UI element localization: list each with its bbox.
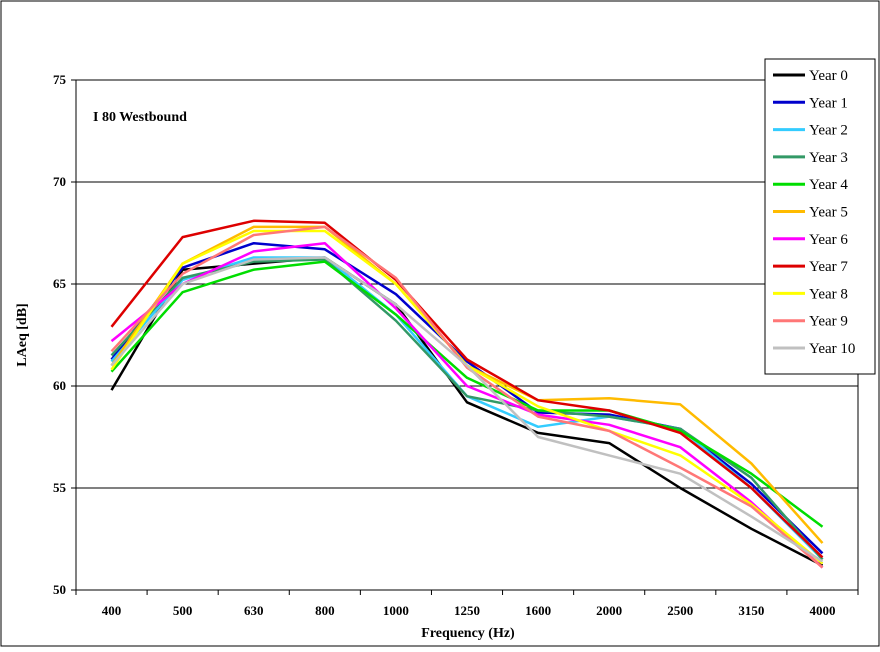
x-tick-label: 630 — [244, 603, 264, 618]
x-tick-label: 1600 — [525, 603, 551, 618]
y-tick-label: 55 — [53, 480, 67, 495]
y-tick-label: 65 — [53, 276, 67, 291]
legend: Year 0 Year 1 Year 2 Year 3 Year 4 Year 5 Year… — [764, 58, 876, 375]
series-line-year-10 — [110, 256, 824, 563]
x-tick-label: 800 — [315, 603, 335, 618]
y-axis-title: LAeq [dB] — [15, 303, 30, 366]
legend-label: Year 2 — [809, 123, 848, 139]
legend-label: Year 4 — [809, 177, 848, 193]
chart-annotation: I 80 Westbound — [93, 110, 187, 125]
x-tick-label: 1000 — [383, 603, 409, 618]
series-line-year-6 — [110, 241, 824, 569]
legend-label: Year 5 — [809, 205, 848, 221]
series-line-year-4 — [110, 260, 824, 528]
series-line-year-7 — [110, 219, 824, 559]
x-tick-label: 4000 — [809, 603, 835, 618]
y-axis-ticks: 50 55 60 65 70 75 — [53, 72, 76, 597]
y-tick-label: 50 — [53, 582, 66, 597]
legend-label: Year 1 — [809, 95, 848, 111]
x-tick-label: 2500 — [667, 603, 693, 618]
legend-label: Year 0 — [809, 68, 848, 84]
x-axis-title: Frequency (Hz) — [421, 626, 515, 641]
x-tick-label: 2000 — [596, 603, 622, 618]
x-axis-ticks: 400 500 630 800 1000 1250 1600 2000 2500 3150 4000 — [75, 590, 859, 618]
x-tick-label: 3150 — [738, 603, 764, 618]
x-tick-label: 1250 — [454, 603, 480, 618]
y-tick-label: 70 — [53, 174, 66, 189]
legend-label: Year 6 — [809, 232, 848, 248]
legend-label: Year 7 — [809, 259, 848, 275]
y-tick-label: 60 — [53, 378, 66, 393]
y-tick-label: 75 — [53, 72, 67, 87]
series-line-year-9 — [110, 225, 824, 569]
series-lines — [110, 219, 824, 569]
legend-label: Year 10 — [809, 341, 855, 357]
legend-label: Year 8 — [809, 286, 848, 302]
x-tick-label: 400 — [102, 603, 122, 618]
legend-label: Year 9 — [809, 314, 848, 330]
x-tick-label: 500 — [173, 603, 193, 618]
legend-label: Year 3 — [809, 150, 848, 166]
